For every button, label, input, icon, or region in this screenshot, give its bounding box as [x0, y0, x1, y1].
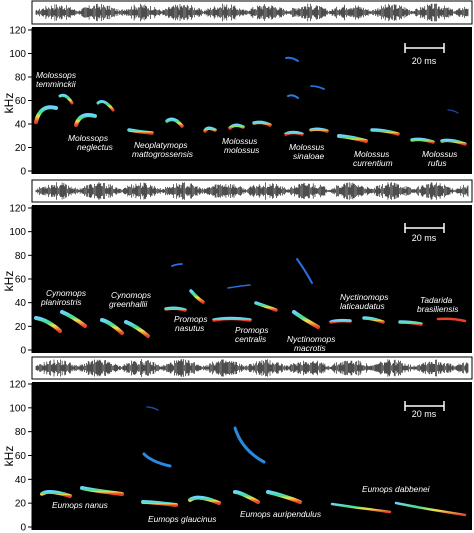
call-traces-middle [34, 258, 467, 338]
species-label: Nyctinomops laticaudatus [340, 292, 389, 311]
scale-bar-bottom: 20 ms [404, 401, 445, 419]
scale-bar-label-middle: 20 ms [412, 233, 437, 243]
y-tick-label: 60 [15, 451, 27, 462]
y-axis-top: 0 20 40 60 80 100 120 [9, 26, 33, 178]
y-tick-label: 40 [15, 475, 27, 486]
species-label: Molossus rufus [422, 149, 458, 168]
waveform-middle [35, 182, 469, 200]
waveform-trace [35, 359, 469, 377]
species-label: Eumops dabbenei [362, 484, 431, 494]
scale-bar-top: 20 ms [404, 43, 445, 66]
y-tick-label: 100 [9, 227, 26, 238]
scale-bar-label-top: 20 ms [412, 56, 437, 66]
species-label: Cynomops planirostris [40, 288, 87, 307]
species-label: Molossus molossus [222, 136, 260, 155]
spectrogram-panel-middle: 0 20 40 60 80 100 120 kHz 20 ms [2, 204, 472, 357]
species-label: Eumops nanus [52, 500, 109, 510]
y-tick-label: 60 [15, 275, 27, 286]
y-tick-label: 0 [20, 167, 26, 178]
spectrogram-panel-bottom: 0 20 40 60 80 100 120 kHz 20 ms Eumops nanus E… [2, 380, 472, 533]
species-label: Eumops glaucinus [148, 514, 217, 524]
species-label: Promops nasutus [174, 314, 208, 333]
y-tick-label: 40 [15, 120, 27, 131]
y-tick-label: 20 [15, 322, 27, 333]
species-label: Tadarida brasiliensis [417, 295, 459, 314]
y-tick-label: 100 [9, 403, 26, 414]
y-tick-label: 80 [15, 427, 27, 438]
y-tick-label: 20 [15, 143, 27, 154]
waveform-bottom [35, 359, 469, 377]
species-labels-middle: Cynomops planirostris Cynomops greenhallii… [40, 288, 459, 353]
species-label: Molossus currentium [353, 149, 393, 168]
y-tick-label: 60 [15, 96, 27, 107]
call-traces-bottom [40, 406, 467, 517]
y-tick-label: 80 [15, 251, 27, 262]
y-tick-label: 100 [9, 49, 26, 60]
y-tick-label: 80 [15, 73, 27, 84]
spectrogram-panel-top: 0 20 40 60 80 100 120 kHz 20 ms [2, 26, 472, 178]
y-axis-label-bottom: kHz [2, 446, 16, 467]
species-label: Cynomops greenhallii [109, 290, 152, 309]
species-label: Nyctinomops macrotis [287, 334, 336, 353]
species-label: Molossops neglectus [68, 133, 114, 152]
species-labels-top: Molossops temminckii Molossops neglectus N… [36, 70, 458, 168]
y-tick-label: 120 [9, 204, 26, 215]
y-axis-middle: 0 20 40 60 80 100 120 [9, 204, 33, 357]
y-axis-bottom: 0 20 40 60 80 100 120 [9, 380, 33, 533]
species-labels-bottom: Eumops nanus Eumops glaucinus Eumops aur… [52, 484, 431, 524]
y-axis-label-top: kHz [2, 93, 16, 114]
y-tick-label: 0 [20, 523, 26, 533]
waveform-top [35, 3, 469, 22]
y-tick-label: 120 [9, 26, 26, 37]
scale-bar-label-bottom: 20 ms [412, 409, 437, 419]
y-tick-label: 0 [20, 346, 26, 357]
scale-bar-middle: 20 ms [404, 223, 445, 243]
species-label: Molossus sinaloae [289, 142, 325, 161]
species-label: Promops centralis [235, 325, 269, 344]
y-axis-label-middle: kHz [2, 271, 16, 292]
y-tick-label: 20 [15, 499, 27, 510]
y-tick-label: 120 [9, 380, 26, 391]
waveform-trace [35, 3, 469, 22]
species-label: Eumops auripendulus [240, 509, 322, 519]
call-traces-top [34, 56, 467, 146]
species-label: Neoplatymops mattogrossensis [132, 140, 194, 159]
waveform-trace [35, 182, 469, 200]
species-label: Molossops temminckii [36, 70, 77, 89]
y-tick-label: 40 [15, 298, 27, 309]
